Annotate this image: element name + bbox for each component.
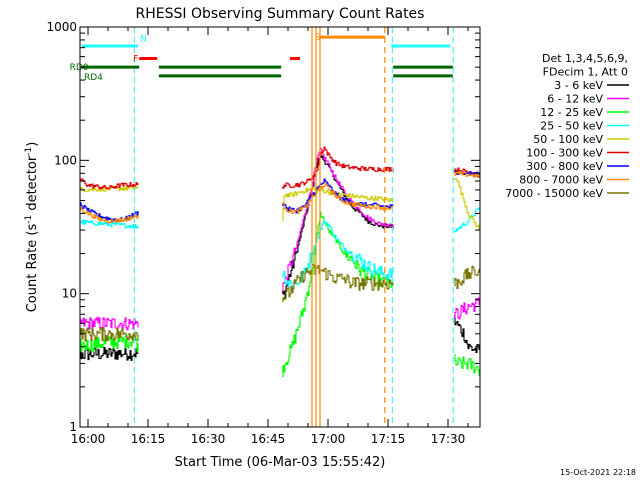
y-axis-label-part: detector <box>25 155 40 215</box>
series-line-2-seg-1 <box>282 211 394 378</box>
series-line-7-seg-2 <box>454 171 480 179</box>
series-line-3-seg-2 <box>454 205 480 233</box>
x-tick-label-1: 16:15 <box>131 432 166 446</box>
x-tick-label-5: 17:15 <box>371 432 406 446</box>
x-tick-label-0: 16:00 <box>71 432 106 446</box>
y-axis-label: Count Rate (s-1 detector-1) <box>24 142 40 313</box>
x-tick-label-4: 17:00 <box>311 432 346 446</box>
series-line-8-seg-2 <box>454 263 480 290</box>
series-line-6-seg-1 <box>282 178 394 214</box>
legend-entry-label-2: 12 - 25 keV <box>540 106 603 119</box>
x-tick-label-2: 16:30 <box>191 432 226 446</box>
legend-entry-label-8: 7000 - 15000 keV <box>505 187 603 200</box>
legend-entry-label-0: 3 - 6 keV <box>554 79 603 92</box>
y-axis-label-part: Count Rate (s <box>25 224 40 313</box>
series-line-5-seg-0 <box>80 176 139 190</box>
flag-label-n: N <box>140 34 147 44</box>
y-axis-label-superscript: -1 <box>24 147 34 156</box>
timestamp: 15-Oct-2021 22:18 <box>560 468 636 477</box>
y-tick-label-0: 1 <box>69 420 77 434</box>
x-tick-label-3: 16:45 <box>251 432 286 446</box>
series-line-5-seg-1 <box>282 146 394 189</box>
legend-entry-label-6: 300 - 800 keV <box>526 160 603 173</box>
legend-entry-label-3: 25 - 50 keV <box>540 120 603 133</box>
flag-label-s: S <box>315 33 321 43</box>
y-axis-label-part: ) <box>25 142 40 147</box>
series-layer <box>80 146 480 378</box>
series-line-0-seg-2 <box>454 315 480 354</box>
series-line-2-seg-2 <box>454 354 480 376</box>
plot-frame <box>79 26 481 428</box>
series-line-0-seg-0 <box>80 346 139 361</box>
legend-header-0: Det 1,3,4,5,6,9, <box>542 52 628 65</box>
flag-label-f: F <box>133 55 138 65</box>
legend-header-1: FDecim 1, Att 0 <box>543 66 628 79</box>
series-line-3-seg-0 <box>80 219 139 229</box>
axis-layer: 16:00 16:15 16:30 16:45 17:00 17:15 17:30 1 10 10… <box>46 20 480 446</box>
legend-entry-label-7: 800 - 7000 keV <box>519 174 603 187</box>
legend-entry-label-5: 100 - 300 keV <box>526 147 603 160</box>
y-tick-label-2: 100 <box>54 153 77 167</box>
x-tick-label-6: 17:30 <box>431 432 466 446</box>
y-tick-label-1: 10 <box>62 287 77 301</box>
legend: Det 1,3,4,5,6,9,FDecim 1, Att 03 - 6 keV… <box>505 52 629 200</box>
x-axis-label: Start Time (06-Mar-03 15:55:42) <box>175 455 386 470</box>
series-line-2-seg-0 <box>80 334 139 353</box>
series-line-8-seg-1 <box>282 263 394 302</box>
chart-title: RHESSI Observing Summary Count Rates <box>136 6 425 22</box>
flag-label-rd4: RD4 <box>84 73 103 83</box>
series-line-7-seg-1 <box>282 183 394 214</box>
legend-entry-label-4: 50 - 100 keV <box>533 133 603 146</box>
series-line-8-seg-0 <box>80 326 139 342</box>
legend-entry-label-1: 6 - 12 keV <box>547 93 603 106</box>
y-axis-label-superscript: -1 <box>24 215 34 224</box>
event-lines-layer <box>133 27 454 427</box>
series-line-7-seg-0 <box>80 206 139 224</box>
y-tick-label-3: 1000 <box>46 20 77 34</box>
series-line-1-seg-2 <box>454 297 480 320</box>
series-line-1-seg-0 <box>80 316 139 331</box>
series-line-1-seg-1 <box>282 147 394 293</box>
flag-label-rd0: RD0 <box>70 63 89 73</box>
